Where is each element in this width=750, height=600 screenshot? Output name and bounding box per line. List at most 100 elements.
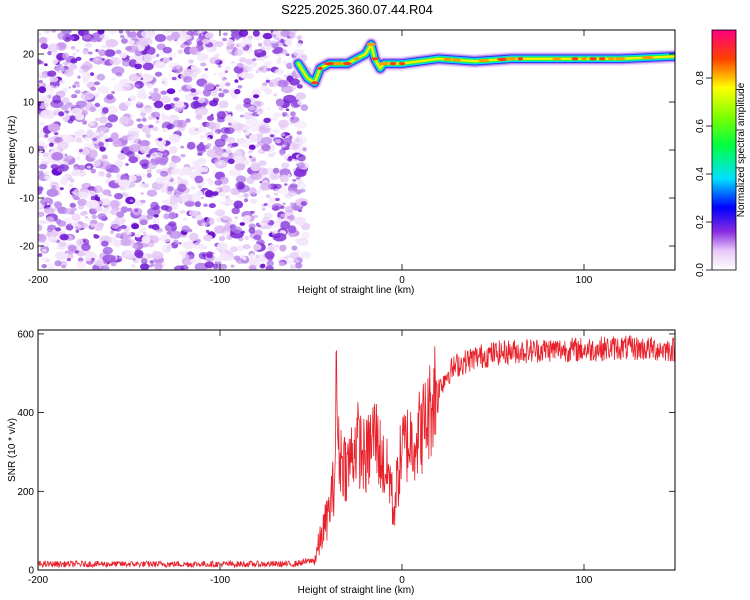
noise-blob [54, 59, 59, 63]
noise-blob [218, 100, 229, 109]
noise-blob [182, 217, 187, 221]
spectrogram-y-label: Frequency (Hz) [7, 116, 18, 185]
noise-blob [252, 58, 257, 62]
noise-blob [138, 228, 144, 233]
noise-blob [197, 157, 206, 165]
noise-blob [280, 133, 286, 137]
noise-blob [195, 215, 204, 221]
noise-blob [227, 158, 235, 165]
noise-blob [280, 30, 290, 37]
noise-blob [140, 39, 149, 47]
noise-blob [55, 227, 61, 232]
noise-blob [272, 30, 280, 35]
noise-blob [101, 240, 109, 247]
noise-blob [57, 168, 63, 172]
noise-blob [38, 142, 44, 147]
noise-blob [283, 74, 287, 78]
noise-blob [205, 46, 215, 53]
noise-blob [140, 199, 146, 204]
noise-blob [268, 82, 274, 87]
noise-blob [122, 135, 128, 140]
noise-blob [179, 210, 186, 214]
noise-blob [85, 130, 95, 138]
ridge-peak [581, 57, 587, 61]
noise-blob [204, 261, 214, 269]
noise-blob [238, 194, 243, 198]
snr-series-line [38, 335, 675, 569]
noise-blob [39, 105, 46, 109]
y-tick-label: 400 [17, 408, 34, 419]
noise-blob [155, 61, 166, 69]
noise-blob [147, 162, 157, 170]
noise-blob [245, 117, 259, 126]
noise-blob [162, 57, 171, 63]
noise-blob [110, 229, 115, 233]
noise-blob [62, 52, 70, 59]
noise-blob [116, 211, 125, 218]
noise-blob [73, 188, 81, 196]
noise-blob [137, 89, 141, 93]
noise-blob [107, 193, 112, 197]
noise-blob [251, 61, 258, 67]
noise-blob [64, 208, 74, 215]
noise-blob [39, 163, 48, 170]
noise-blob [71, 213, 81, 222]
noise-blob [67, 176, 72, 181]
noise-blob [205, 229, 210, 234]
noise-blob [118, 75, 122, 78]
noise-blob [143, 53, 154, 63]
noise-blob [92, 56, 105, 65]
noise-blob [284, 255, 290, 259]
noise-blob [77, 198, 87, 206]
noise-blob [266, 47, 271, 51]
noise-blob [100, 209, 106, 213]
noise-blob [231, 120, 239, 126]
noise-blob [281, 85, 294, 94]
noise-blob [252, 158, 256, 162]
colorbar-ticks: 0.0 0.2 0.4 0.6 0.8 [695, 71, 712, 277]
noise-blob [243, 193, 249, 198]
noise-blob [246, 215, 252, 221]
noise-blob [137, 123, 144, 129]
snr-y-label: SNR (10 * v/v) [7, 418, 18, 482]
noise-blob [156, 116, 160, 120]
noise-blob [296, 84, 303, 89]
noise-blob [124, 100, 133, 107]
noise-blob [190, 185, 197, 191]
noise-blob [288, 31, 296, 39]
noise-blob [296, 42, 303, 48]
ridge-peak [615, 57, 626, 61]
noise-blob [244, 111, 253, 119]
noise-blob [161, 115, 169, 121]
noise-blob [290, 85, 297, 90]
noise-blob [143, 105, 154, 113]
noise-blob [265, 76, 270, 81]
noise-blob [287, 225, 297, 234]
noise-blob [264, 251, 275, 260]
noise-blob [271, 39, 277, 44]
noise-blob [98, 201, 103, 205]
noise-blob [248, 105, 256, 111]
noise-blob [249, 210, 255, 214]
noise-blob [53, 112, 57, 116]
noise-blob [279, 244, 287, 252]
spectrogram-x-ticks: -200 -100 0 100 [28, 30, 593, 286]
noise-blob [176, 176, 182, 180]
noise-blob [84, 42, 93, 48]
noise-blob [285, 108, 290, 111]
noise-blob [81, 243, 91, 252]
noise-blob [40, 109, 54, 119]
noise-blob [168, 161, 177, 169]
noise-blob [126, 151, 135, 158]
noise-blob [225, 199, 234, 206]
noise-blob [219, 82, 226, 88]
noise-blob [275, 138, 281, 144]
noise-blob [124, 250, 134, 259]
noise-blob [127, 135, 139, 144]
noise-blob [157, 137, 163, 142]
noise-blob [93, 234, 98, 238]
noise-blob [170, 117, 175, 122]
noise-blob [293, 169, 307, 177]
noise-blob [98, 116, 108, 124]
